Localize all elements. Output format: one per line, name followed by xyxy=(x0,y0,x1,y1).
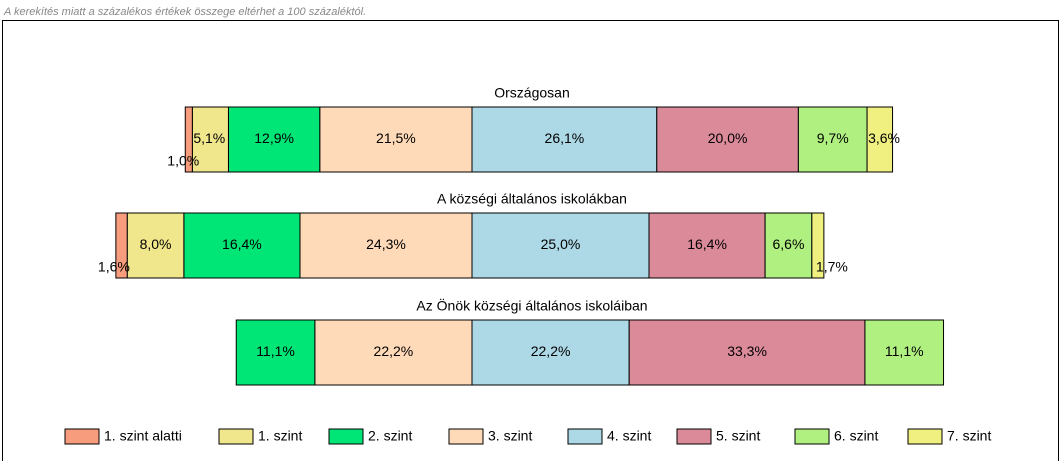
bar-segment xyxy=(319,106,473,173)
value-label: 22,2% xyxy=(531,343,571,359)
value-label: 33,3% xyxy=(727,343,767,359)
value-label: 11,1% xyxy=(885,343,924,359)
legend-label: 1. szint xyxy=(258,428,302,444)
legend-label: 3. szint xyxy=(488,428,532,444)
bar-segment xyxy=(866,106,894,173)
bar-segment xyxy=(235,319,316,386)
value-label: 20,0% xyxy=(708,130,748,146)
frame xyxy=(2,20,1059,461)
bar-title: A községi általános iskolákban xyxy=(437,191,627,207)
note: A kerekítés miatt a százalékos értékek ö… xyxy=(3,6,366,18)
bar-title: Az Önök községi általános iskoláiban xyxy=(416,297,647,314)
bar-title: Országosan xyxy=(494,85,569,101)
legend-swatch xyxy=(64,428,100,445)
bar-segment xyxy=(471,106,658,173)
legend-swatch xyxy=(567,428,603,445)
legend-swatch xyxy=(328,428,364,445)
bar-segment xyxy=(797,106,868,173)
legend-swatch xyxy=(794,428,830,445)
value-label: 5,1% xyxy=(193,130,225,146)
value-label: 1,7% xyxy=(816,259,848,275)
value-label: 1,0% xyxy=(167,153,199,169)
bar-segment xyxy=(314,319,473,386)
value-label: 25,0% xyxy=(541,236,581,252)
legend-label: 7. szint xyxy=(947,428,991,444)
legend-label: 5. szint xyxy=(716,428,760,444)
bar-segment xyxy=(628,319,866,386)
legend-swatch xyxy=(218,428,254,445)
bar-segment xyxy=(764,212,813,279)
legend-swatch xyxy=(907,428,943,445)
bar-segment xyxy=(471,319,630,386)
value-label: 1,6% xyxy=(98,259,130,275)
value-label: 22,2% xyxy=(374,343,414,359)
value-label: 12,9% xyxy=(254,130,294,146)
value-label: 21,5% xyxy=(376,130,416,146)
bar-segment xyxy=(811,212,825,279)
value-label: 8,0% xyxy=(140,236,172,252)
value-label: 11,1% xyxy=(256,343,295,359)
bar-segment xyxy=(648,212,766,279)
bar-segment xyxy=(864,319,945,386)
value-label: 24,3% xyxy=(366,236,406,252)
bar-segment xyxy=(191,106,229,173)
legend-label: 1. szint alatti xyxy=(104,428,182,444)
legend-swatch xyxy=(676,428,712,445)
bar-segment xyxy=(184,106,193,173)
value-label: 16,4% xyxy=(687,236,727,252)
bar-segment xyxy=(656,106,799,173)
legend-label: 4. szint xyxy=(607,428,651,444)
bar-segment xyxy=(471,212,650,279)
value-label: 26,1% xyxy=(545,130,585,146)
value-label: 16,4% xyxy=(222,236,262,252)
legend-label: 6. szint xyxy=(834,428,878,444)
bar-segment xyxy=(183,212,301,279)
bar-segment xyxy=(227,106,321,173)
value-label: 9,7% xyxy=(817,130,849,146)
legend-swatch xyxy=(448,428,484,445)
value-label: 3,6% xyxy=(868,130,900,146)
value-label: 6,6% xyxy=(773,236,805,252)
legend-label: 2. szint xyxy=(368,428,412,444)
bar-segment xyxy=(115,212,128,279)
